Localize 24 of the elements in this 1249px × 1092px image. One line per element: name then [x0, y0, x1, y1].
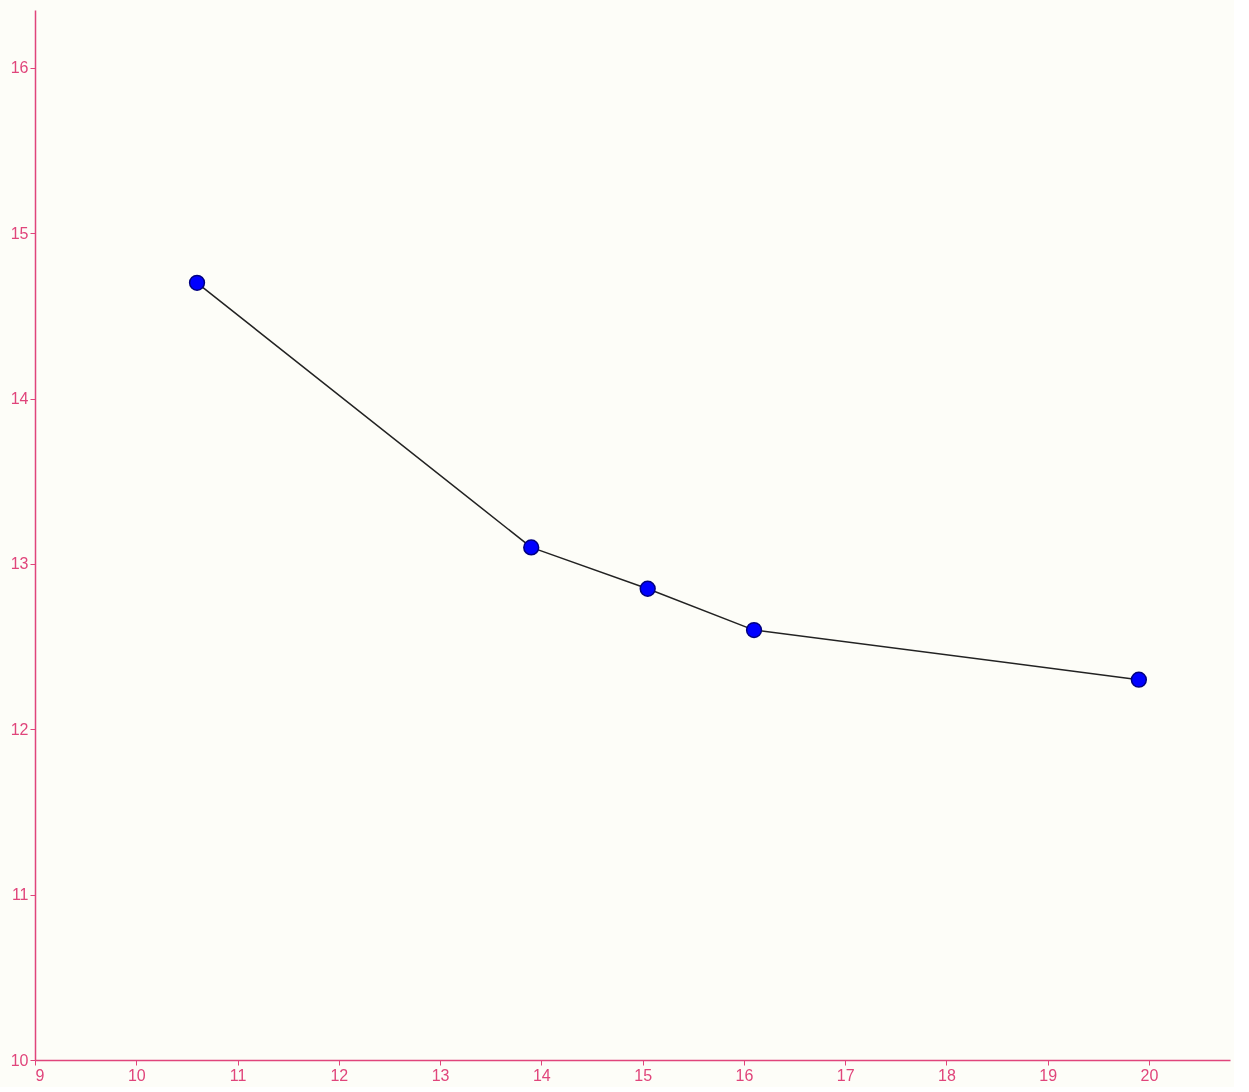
x-tick-label: 20 [1140, 1066, 1159, 1084]
x-tick-label: 18 [938, 1066, 956, 1084]
x-tick-label: 19 [1039, 1066, 1058, 1084]
x-tick-label: 15 [634, 1066, 653, 1084]
y-tick-label: 14 [10, 390, 29, 408]
point [639, 580, 656, 597]
y-tick-label: 13 [10, 555, 29, 573]
y-tick-label: 16 [10, 59, 29, 77]
x-tick-label: 11 [229, 1066, 247, 1084]
y-tick-label: 15 [10, 224, 29, 242]
point [745, 621, 763, 639]
point [1130, 671, 1148, 688]
y-tick-label: 11 [11, 886, 29, 904]
x-tick-label: 16 [735, 1066, 754, 1084]
point [523, 539, 540, 556]
x-tick-label: 13 [431, 1066, 450, 1084]
x-tick-label: 12 [330, 1066, 349, 1084]
x-tick-label: 14 [532, 1066, 551, 1084]
x-tick-label: 9 [35, 1066, 45, 1084]
y-tick-label: 10 [10, 1051, 29, 1069]
x-tick-label: 17 [836, 1066, 855, 1084]
y-tick-label: 12 [10, 720, 29, 738]
x-tick-label: 10 [127, 1066, 146, 1084]
point [188, 274, 206, 291]
